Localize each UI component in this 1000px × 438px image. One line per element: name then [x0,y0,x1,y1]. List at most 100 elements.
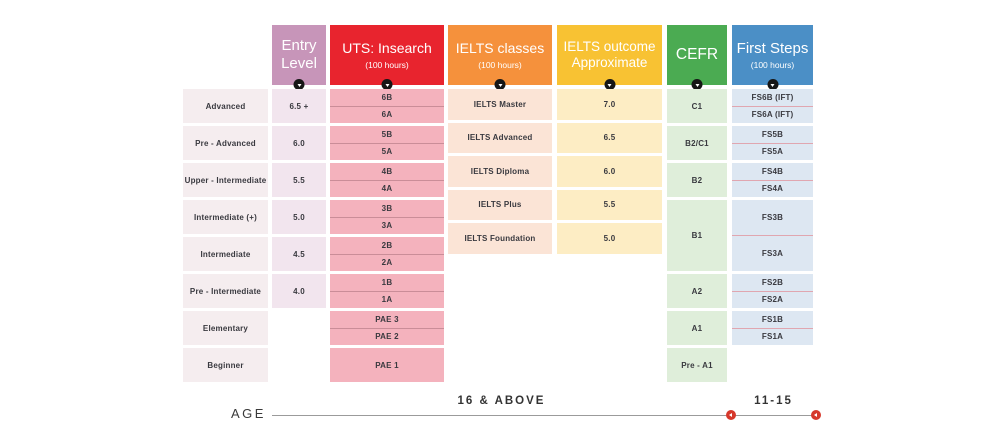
age-marker-arrow-glyph [729,413,732,417]
chevron-down-icon [604,79,615,90]
chevron-down-icon [293,79,305,90]
first-steps-course-cell: FS5B FS5A [732,126,813,160]
ielts-class-cell: IELTS Plus [448,189,552,220]
level-name-cell: Advanced [183,89,268,123]
chevron-down-glyph [297,83,301,87]
chevron-down-glyph [770,83,775,87]
cefr-level-cell: B2/C1 [667,126,727,160]
first-steps-course-cell-sub: FS2B [761,277,784,287]
first-steps-course-cell: FS3B FS3A [732,200,813,271]
column-first-steps: FS6B (IFT) FS6A (IFT) FS5B FS5A FS4B FS4A FS3B… [732,0,813,438]
uts-course-cell-sub: 4B [381,166,393,176]
entry-score-cell: 4.5 [272,237,326,271]
cefr-level-cell: Pre - A1 [667,348,727,382]
uts-course-cell: 3B 3A [330,200,444,234]
first-steps-course-cell-sub: FS5A [732,142,813,161]
chevron-down-icon [494,79,506,90]
chevron-down-icon [381,79,393,90]
first-steps-course-cell: FS1B FS1A [732,311,813,345]
uts-course-cell-sub: 1B [381,277,393,287]
header-first-steps-title: First Steps [736,39,809,57]
uts-course-cell-sub: 3B [381,203,393,213]
cefr-level-cell: B1 [667,200,727,271]
first-steps-course-cell-sub: FS4B [761,166,784,176]
age-segment-16-above-label: 16 & ABOVE [457,395,546,407]
header-ielts-outcome-title: IELTS outcome Approximate [563,38,656,70]
chevron-down-icon [767,79,778,90]
first-steps-course-cell-sub: FS1B [761,314,784,324]
level-name-cell: Elementary [183,311,268,345]
header-ielts-outcome: IELTS outcome Approximate [557,25,662,90]
header-entry-level: Entry Level [272,25,326,90]
first-steps-course-cell-sub: FS3A [732,235,813,271]
header-first-steps: First Steps (100 hours) [732,25,813,90]
first-steps-course-cell-sub: FS6A (IFT) [732,105,813,124]
level-name-cell: Upper - Intermediate [183,163,268,197]
header-uts-subtitle: (100 hours) [365,59,409,70]
chevron-down-glyph [695,83,699,87]
age-segment-11-15-label: 11-15 [754,395,793,407]
entry-score-cell: 5.0 [272,200,326,234]
first-steps-course-cell-sub: FS5B [761,129,784,139]
column-ielts-outcome: 7.0 6.5 6.0 5.5 5.0 [557,0,662,438]
header-entry-level-title: Entry Level [281,36,317,72]
ielts-outcome-cell: 5.0 [557,223,662,254]
header-ielts-classes: IELTS classes (100 hours) [448,25,552,90]
uts-course-cell: 4B 4A [330,163,444,197]
header-ielts-classes-title: IELTS classes [455,40,545,57]
uts-course-cell: PAE 1 [330,348,444,382]
chevron-down-icon [691,79,703,90]
cefr-level-cell: A2 [667,274,727,308]
column-ielts-classes: IELTS Master IELTS Advanced IELTS Diploma I… [448,0,552,438]
chevron-down-glyph [385,83,389,87]
uts-course-cell-sub: 1A [330,290,444,309]
entry-score-cell: 5.5 [272,163,326,197]
column-cefr: C1 B2/C1 B2 B1 A2 A1 Pre - A1 [667,0,727,438]
uts-course-cell-sub: 4A [330,179,444,198]
ielts-class-cell: IELTS Foundation [448,223,552,254]
column-level-names: Advanced Pre - Advanced Upper - Intermedia… [183,0,268,438]
uts-course-cell-sub: 3A [330,216,444,235]
uts-course-cell: PAE 3 PAE 2 [330,311,444,345]
age-marker-icon [811,410,821,420]
ielts-class-cell: IELTS Diploma [448,156,552,187]
uts-course-cell-sub: 2A [330,253,444,272]
ielts-outcome-cell: 5.5 [557,189,662,220]
first-steps-course-cell: FS4B FS4A [732,163,813,197]
uts-course-cell-sub: 2B [381,240,393,250]
uts-course-cell: 2B 2A [330,237,444,271]
ielts-outcome-cell: 6.0 [557,156,662,187]
uts-course-cell-sub: 6B [381,92,393,102]
first-steps-course-cell-sub: FS2A [732,290,813,309]
level-name-cell: Pre - Intermediate [183,274,268,308]
cefr-level-cell: C1 [667,89,727,123]
header-uts-insearch: UTS: Insearch (100 hours) [330,25,444,90]
age-axis-line-16-above [272,415,731,416]
chevron-down-glyph [607,83,612,87]
header-uts-title: UTS: Insearch [342,40,432,57]
age-marker-icon [726,410,736,420]
uts-course-cell-sub: 6A [330,105,444,124]
age-marker-arrow-glyph [814,413,817,417]
header-ielts-classes-subtitle: (100 hours) [478,59,522,70]
level-name-cell: Intermediate [183,237,268,271]
first-steps-course-cell-sub: FS4A [732,179,813,198]
ielts-class-cell: IELTS Advanced [448,122,552,153]
uts-course-cell: 1B 1A [330,274,444,308]
ielts-outcome-cell: 6.5 [557,122,662,153]
age-axis-line-11-15 [731,415,816,416]
uts-course-cell-sub: 5B [381,129,393,139]
column-uts-insearch: 6B 6A 5B 5A 4B 4A 3B 3A 2B 2A 1B 1A PAE 3 PAE 2 PAE 1 [330,0,444,438]
first-steps-course-cell-sub: FS1A [732,327,813,346]
uts-course-cell: 6B 6A [330,89,444,123]
header-cefr-title: CEFR [675,45,719,63]
cefr-level-cell: A1 [667,311,727,345]
uts-course-cell: 5B 5A [330,126,444,160]
entry-score-cell: 6.0 [272,126,326,160]
chevron-down-glyph [498,83,502,87]
age-axis-label: AGE [231,406,266,421]
ielts-outcome-cell: 7.0 [557,89,662,120]
level-name-cell: Pre - Advanced [183,126,268,160]
column-entry-level: 6.5 +6.0 5.5 5.0 4.5 4.0 [272,0,326,438]
